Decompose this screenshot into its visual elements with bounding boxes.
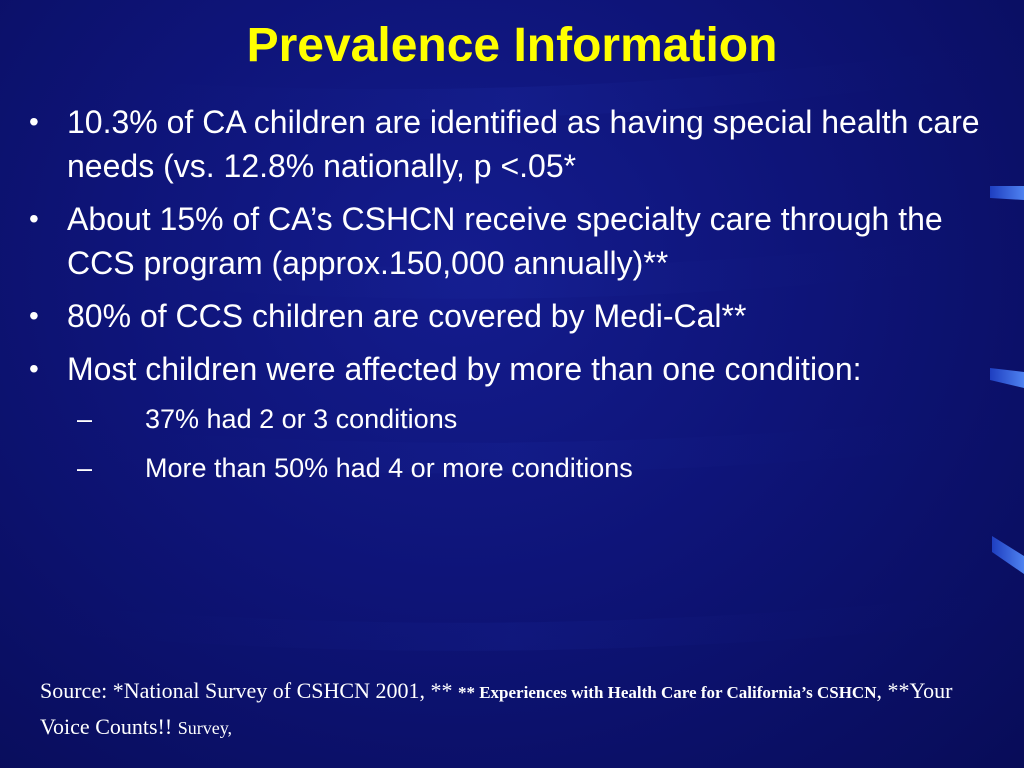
- bullet-marker: •: [29, 300, 39, 331]
- bullet-marker: •: [29, 203, 39, 234]
- bullet-text: About 15% of CA’s CSHCN receive specialt…: [67, 201, 943, 281]
- sub-bullet-text: More than 50% had 4 or more conditions: [145, 453, 633, 483]
- bullet-item: • About 15% of CA’s CSHCN receive specia…: [24, 197, 1004, 285]
- source-part-3: , **Your Voice Counts!!: [40, 678, 953, 739]
- sub-bullet-marker: –: [77, 453, 93, 483]
- sub-bullet-text: 37% had 2 or 3 conditions: [145, 404, 458, 434]
- bullet-text: 80% of CCS children are covered by Medi-…: [67, 298, 747, 334]
- sub-bullet-marker: –: [77, 404, 93, 434]
- sub-bullet-item: – More than 50% had 4 or more conditions: [67, 444, 1004, 493]
- bullet-marker: •: [29, 353, 39, 384]
- sub-bullet-list: – 37% had 2 or 3 conditions – More than …: [67, 395, 1004, 493]
- bullet-item: • 80% of CCS children are covered by Med…: [24, 294, 1004, 338]
- source-citation: Source: *National Survey of CSHCN 2001, …: [40, 674, 1000, 745]
- slide-title: Prevalence Information: [246, 19, 778, 72]
- bullet-text: 10.3% of CA children are identified as h…: [67, 104, 980, 184]
- source-part-1: Source: *National Survey of CSHCN 2001, …: [40, 678, 458, 703]
- sub-bullet-item: – 37% had 2 or 3 conditions: [67, 395, 1004, 444]
- source-part-4: Survey,: [177, 718, 233, 738]
- bullet-text: Most children were affected by more than…: [67, 351, 862, 387]
- bullet-item: • Most children were affected by more th…: [24, 347, 1004, 493]
- bullet-list: • 10.3% of CA children are identified as…: [24, 100, 1004, 502]
- source-part-2: ** Experiences with Health Care for Cali…: [457, 683, 877, 702]
- bullet-marker: •: [29, 106, 39, 137]
- bullet-item: • 10.3% of CA children are identified as…: [24, 100, 1004, 188]
